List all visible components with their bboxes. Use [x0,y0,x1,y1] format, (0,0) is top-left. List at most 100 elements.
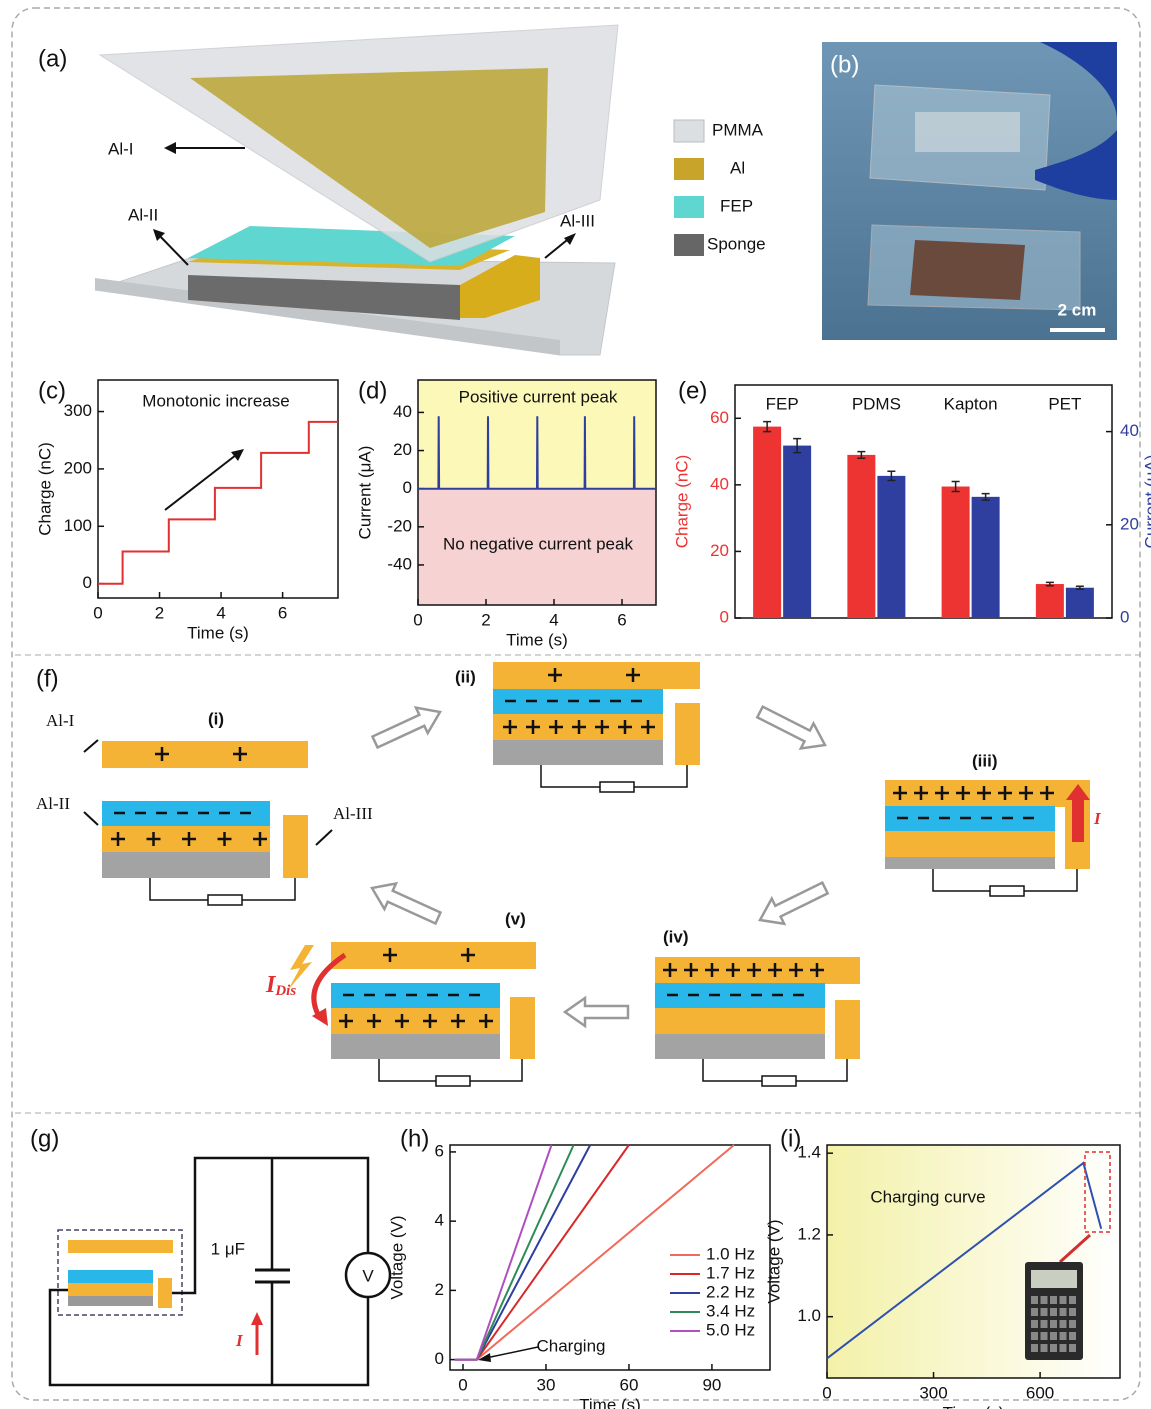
pointer [83,811,99,826]
charge [998,786,1012,800]
calculator-key [1050,1320,1057,1328]
calculator-key [1040,1308,1048,1316]
calculator-key [1069,1344,1076,1352]
y-tick-label: 200 [64,458,92,477]
charge [595,720,609,734]
plot-frame [734,384,1113,619]
charge [451,1014,465,1028]
panel-label: (f) [36,665,59,692]
x-tick-label: 0 [93,603,102,622]
data-line [826,1161,1103,1360]
callout: Al-III [333,804,373,823]
charge [641,720,655,734]
panel-label: (g) [30,1125,59,1152]
calculator-key [1050,1308,1057,1316]
charge [705,963,719,977]
y-tick-label: 4 [435,1211,444,1230]
category-label: FEP [766,394,799,413]
charge [339,1014,353,1028]
y-axis-label: Charge (nC) [672,455,691,549]
charge [182,832,196,846]
flow-arrow [370,706,442,750]
calculator-key [1069,1320,1076,1328]
y-axis-label: Current (μA) [355,446,374,540]
resistor [207,894,243,906]
charge [914,786,928,800]
x-tick-label: 600 [1026,1383,1054,1402]
panel-label: (h) [400,1125,429,1152]
scale-label: 2 cm [1058,300,1097,319]
x-tick-label: 4 [216,603,225,622]
x-axis-label: Time (s) [943,1403,1005,1409]
charge [111,832,125,846]
bar [753,426,782,618]
layer [510,997,535,1059]
calculator-key [1059,1308,1067,1316]
y-tick-label: 0 [403,478,412,497]
error-bar [887,470,896,482]
charge [479,1014,493,1028]
y-tick-label: 40 [710,474,729,493]
error-bar [981,492,990,501]
data-line [454,1144,735,1361]
x-tick-label: 0 [822,1383,831,1402]
calculator-key [1069,1296,1076,1304]
y2-axis-label: Current (μA) [1141,455,1151,549]
layer [885,857,1055,869]
layer [675,703,700,765]
x-tick-label: 60 [619,1375,638,1394]
calculator-key [1031,1296,1038,1304]
circuit [48,1156,392,1387]
panel-label: (c) [38,377,66,404]
charge [977,786,991,800]
flow-arrow [755,704,827,751]
layer [331,1034,500,1059]
flow-arrow [562,995,630,1029]
step-label: (iv) [663,927,689,946]
current-label: I [235,1331,244,1350]
charge [935,786,949,800]
error-bar [857,450,866,459]
y-tick-label: 20 [710,541,729,560]
pointer [315,829,333,846]
data-line [454,1144,592,1361]
current-subscript: Dis [274,983,296,999]
pointer [478,1353,491,1362]
pointer [1058,1233,1092,1264]
bar [783,445,812,618]
x-axis-label: Time (s) [579,1395,641,1409]
layer [493,662,700,689]
charge [155,747,169,761]
bar [971,496,1000,618]
callout: Al-I [108,139,134,158]
layer [655,1034,825,1059]
category-label: PET [1048,394,1081,413]
step-label: (v) [505,909,526,928]
y-tick-label: 0 [720,607,729,626]
y-tick-label: 0 [435,1349,444,1368]
frame [11,7,1141,1401]
plot-frame [97,379,339,599]
charge [367,1014,381,1028]
discharge-arrow [312,1008,328,1026]
legend-label: 1.0 Hz [706,1244,755,1263]
y2-tick-label: 0 [1120,607,1129,626]
capacitor-label: 1 μF [211,1239,245,1258]
y-axis-label: Charge (nC) [35,442,54,536]
calculator-key [1031,1344,1038,1352]
legend-label: 2.2 Hz [706,1282,755,1301]
charge [1040,786,1054,800]
data-line [454,1144,553,1361]
category-label: Kapton [944,394,998,413]
x-tick-label: 2 [155,603,164,622]
plot-frame [449,1144,771,1371]
layer [102,741,308,768]
calculator-screen [1031,1270,1077,1288]
y-tick-label: 100 [64,516,92,535]
mechanism-diagram [83,662,1090,1087]
step-label: (i) [208,709,224,728]
callout: Al-III [560,211,595,230]
panel-label: (a) [38,45,67,72]
x-tick-label: 90 [702,1375,721,1394]
charge [956,786,970,800]
